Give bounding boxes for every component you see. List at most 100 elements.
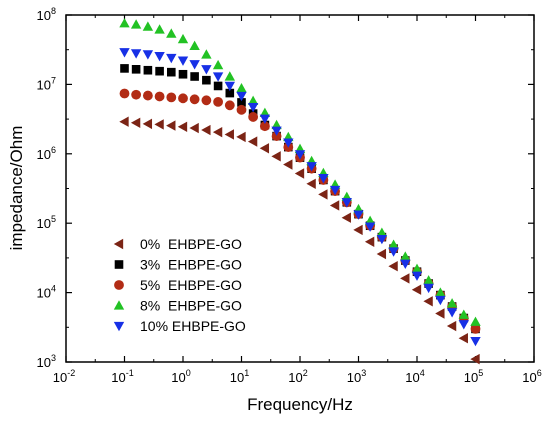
data-point: [435, 295, 446, 306]
data-point: [470, 353, 480, 365]
data-point: [236, 104, 247, 115]
x-tick-label: 102: [288, 368, 307, 385]
x-tick-label: 10-2: [53, 368, 75, 385]
data-point: [271, 151, 281, 162]
x-tick-label: 103: [347, 368, 366, 385]
data-point: [212, 126, 223, 138]
data-point: [189, 60, 200, 70]
data-point: [458, 309, 470, 319]
data-point: [178, 69, 188, 79]
data-point: [364, 236, 375, 247]
data-point: [212, 59, 224, 70]
data-point: [423, 296, 433, 307]
data-point: [271, 126, 282, 136]
legend-label: 8% EHBPE-GO: [140, 298, 242, 314]
data-point: [376, 248, 387, 260]
data-point: [248, 112, 259, 122]
data-point: [155, 66, 164, 76]
data-point: [458, 333, 468, 344]
legend-marker: [114, 260, 124, 269]
x-axis-title: Frequency/Hz: [247, 395, 353, 414]
legend: 0% EHBPE-GO 3% EHBPE-GO 5% EHBPE-GO 8% EHBP…: [113, 236, 246, 334]
y-tick-label: 105: [37, 214, 56, 231]
data-point: [237, 98, 246, 107]
data-point: [388, 247, 399, 257]
data-point: [142, 118, 153, 130]
data-point: [213, 96, 223, 107]
data-point: [119, 48, 130, 58]
y-axis-title: impedance/Ohm: [7, 126, 26, 251]
data-point: [283, 138, 294, 148]
data-point: [470, 316, 481, 326]
data-point: [190, 72, 199, 81]
data-point: [458, 320, 470, 330]
data-point: [376, 234, 388, 245]
data-point: [364, 222, 376, 232]
data-point: [411, 263, 423, 273]
data-point: [388, 239, 399, 249]
data-point: [236, 83, 247, 93]
data-point: [189, 94, 200, 105]
data-point: [411, 271, 423, 281]
data-point: [119, 88, 130, 99]
y-tick-label: 106: [37, 145, 56, 162]
data-point: [318, 189, 328, 200]
data-point: [294, 150, 306, 160]
x-axis-ticks: 10-2 10-1 100 101 102 103 104 105 106: [53, 15, 542, 385]
data-point: [400, 251, 411, 261]
legend-marker: [113, 300, 125, 310]
data-point: [353, 224, 363, 236]
data-point: [130, 19, 142, 29]
data-point: [283, 159, 293, 170]
data-point: [224, 71, 236, 81]
data-point: [411, 284, 422, 295]
data-point: [388, 261, 398, 272]
x-tick-label: 104: [405, 368, 424, 385]
x-tick-label: 10-1: [111, 368, 133, 385]
x-tick-label: 105: [464, 368, 483, 385]
y-tick-label: 103: [37, 353, 56, 370]
data-point: [154, 24, 165, 34]
x-tick-label: 100: [171, 368, 190, 385]
data-point: [166, 120, 176, 131]
data-point: [247, 95, 259, 105]
y-axis-ticks: 103 104 105 106 107 108: [37, 6, 534, 370]
data-point: [189, 40, 200, 50]
data-point: [201, 65, 212, 75]
data-point: [224, 81, 236, 92]
data-point: [119, 18, 130, 28]
data-point: [306, 178, 316, 189]
data-point: [329, 200, 340, 211]
legend-label: 5% EHBPE-GO: [140, 277, 242, 293]
data-point: [400, 273, 410, 284]
data-point: [247, 136, 258, 147]
legend-label: 10% EHBPE-GO: [140, 318, 246, 334]
data-point: [189, 122, 199, 134]
data-point: [341, 198, 353, 208]
data-point: [142, 21, 154, 31]
y-tick-label: 104: [37, 284, 56, 301]
data-point: [201, 95, 212, 106]
data-point: [142, 90, 153, 101]
data-point: [294, 168, 305, 179]
series-4: [119, 48, 481, 347]
data-point: [130, 49, 142, 59]
data-point: [306, 162, 317, 172]
legend-marker: [113, 321, 125, 332]
data-point: [202, 75, 211, 85]
data-point: [225, 88, 235, 98]
data-point: [446, 308, 458, 318]
data-point: [201, 49, 212, 59]
data-point: [177, 33, 189, 44]
data-point: [224, 100, 235, 111]
x-tick-label: 101: [230, 368, 249, 385]
data-point: [236, 131, 246, 143]
data-point: [166, 92, 177, 103]
data-point: [131, 89, 142, 100]
data-point: [329, 185, 341, 196]
data-point: [259, 114, 271, 124]
data-point: [259, 143, 270, 154]
data-point: [224, 129, 234, 140]
